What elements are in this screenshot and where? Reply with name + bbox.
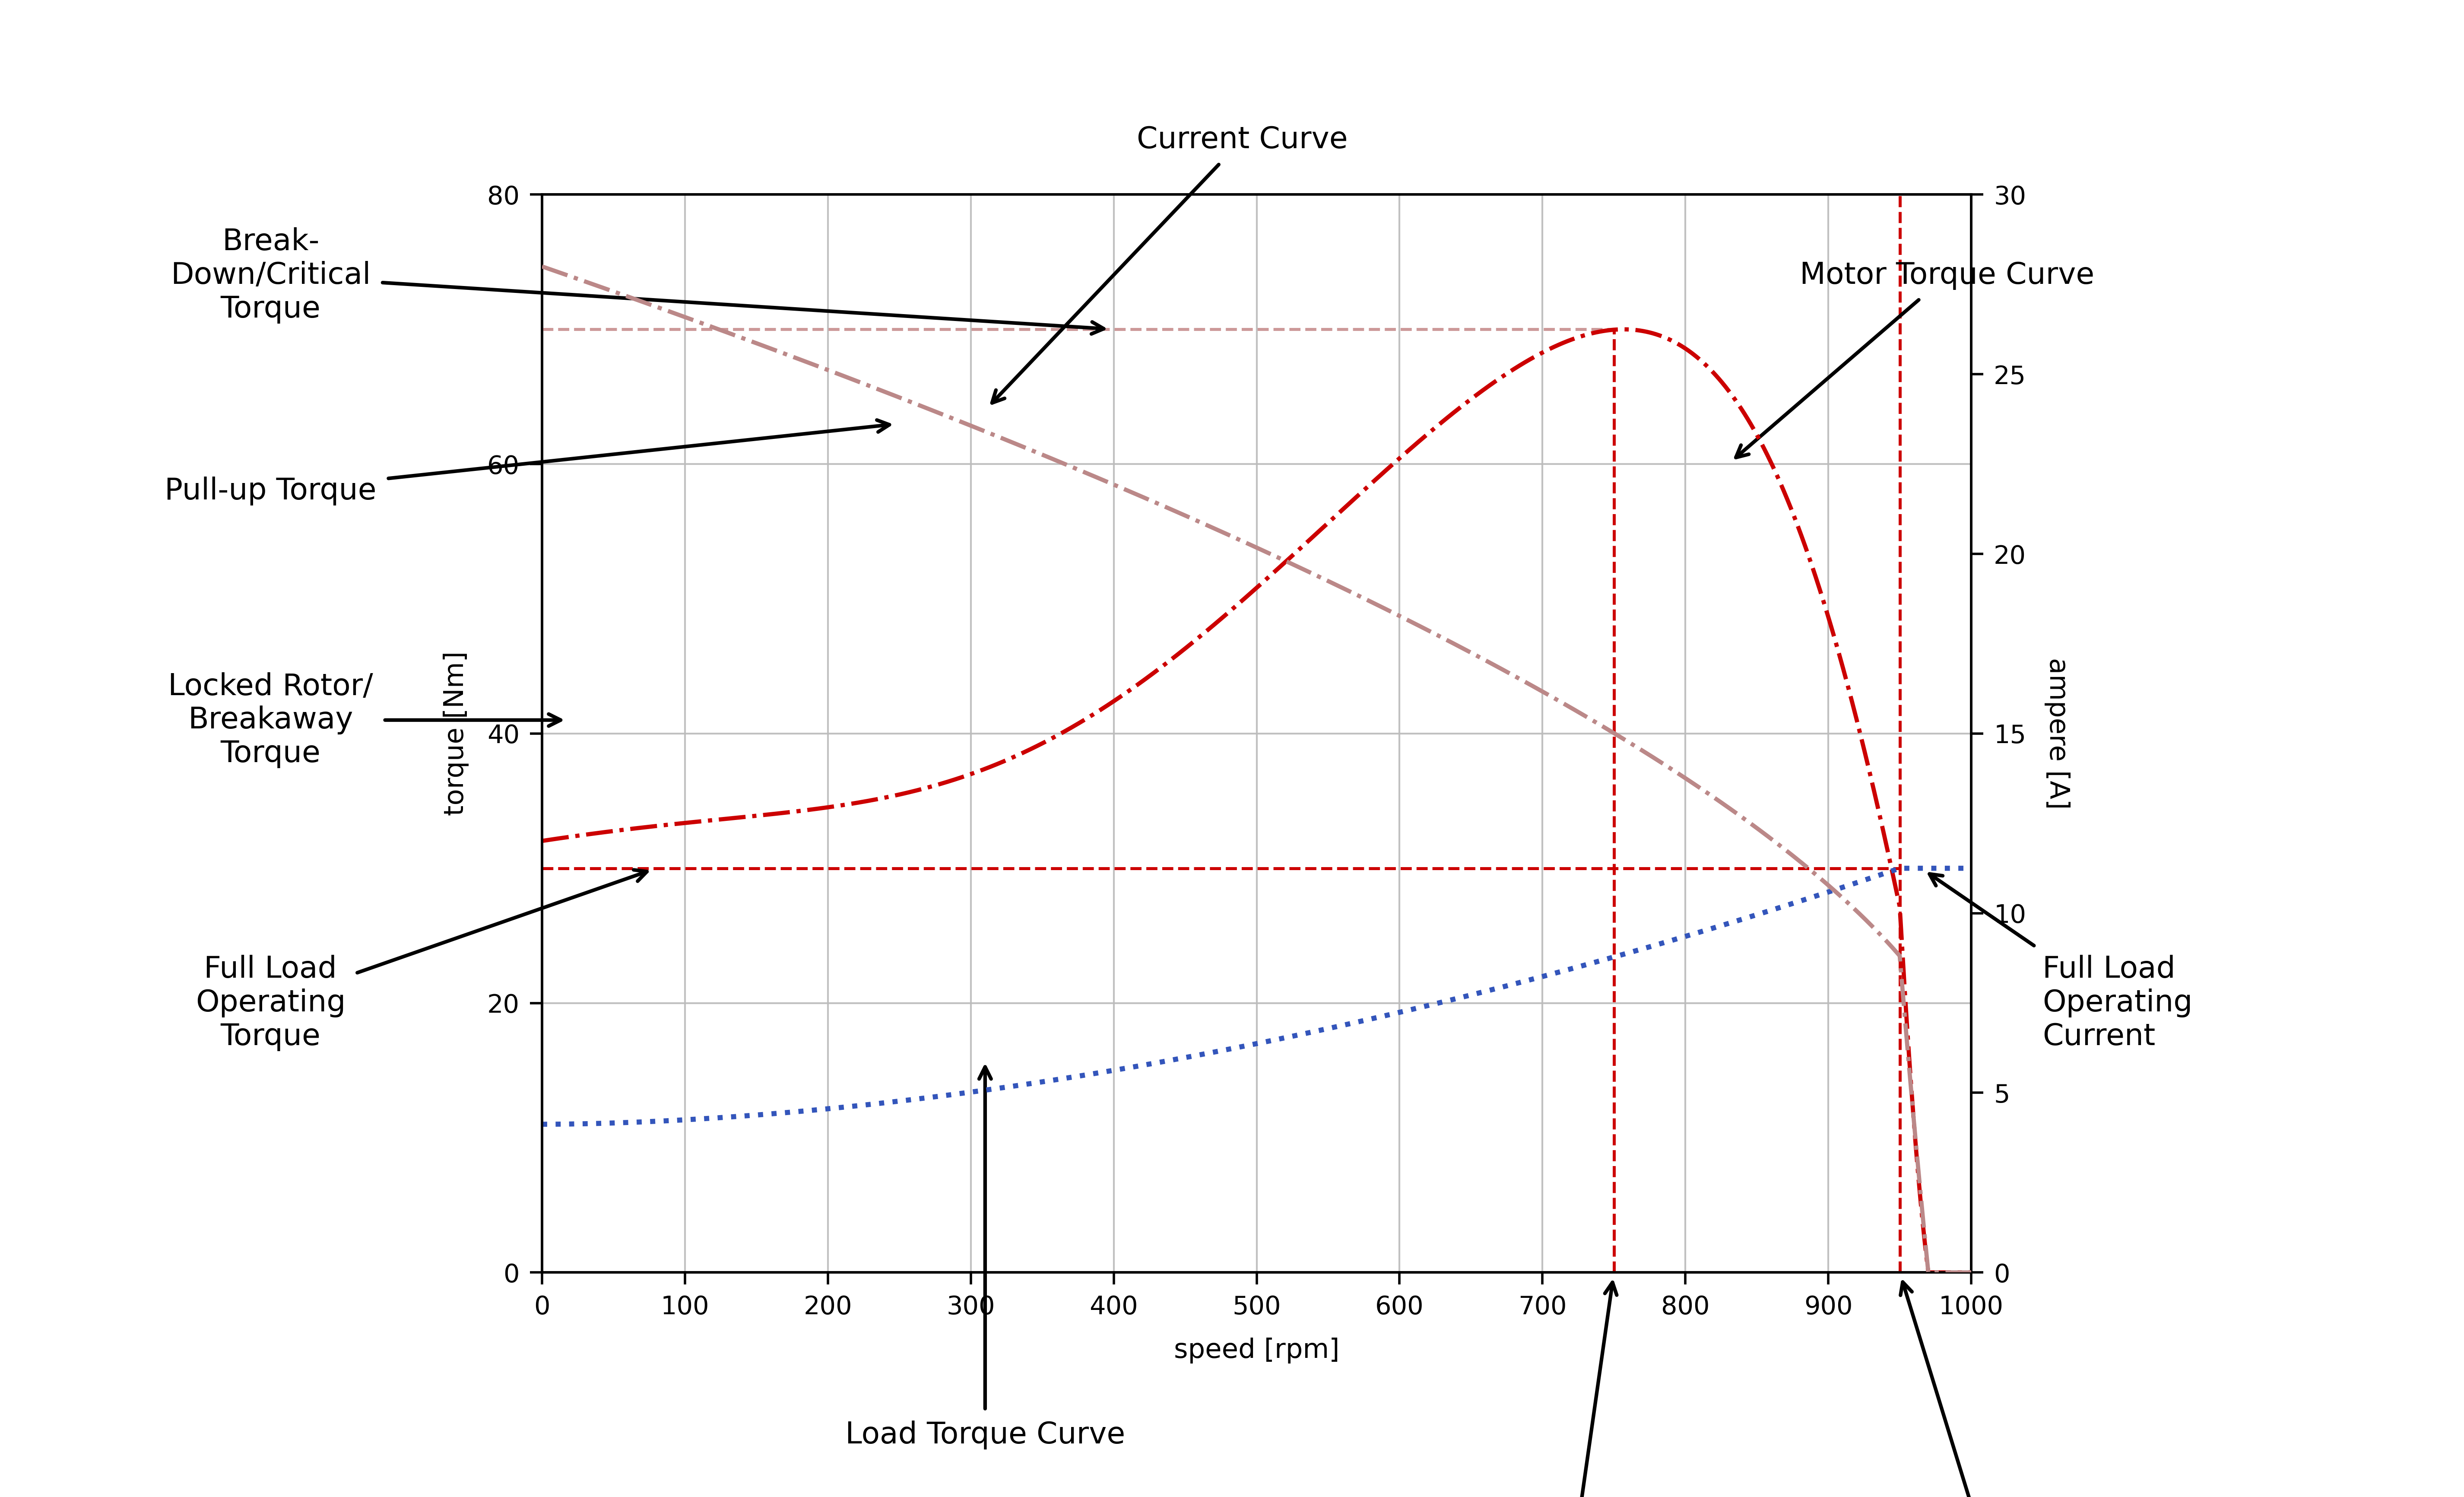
Text: Current Curve: Current Curve xyxy=(993,126,1348,403)
Text: Full Load
Operating
Torque: Full Load Operating Torque xyxy=(195,870,648,1051)
Text: Full Load
Operating
Current: Full Load Operating Current xyxy=(1929,874,2193,1051)
Text: Full Load
Operating
Speed/Slip: Full Load Operating Speed/Slip xyxy=(1900,1281,2094,1497)
Text: Motor Torque Curve: Motor Torque Curve xyxy=(1735,260,2094,458)
Text: Critical
Speed/Slip: Critical Speed/Slip xyxy=(1491,1283,1651,1497)
Y-axis label: ampere [A]: ampere [A] xyxy=(2045,657,2070,810)
Text: Break-
Down/Critical
Torque: Break- Down/Critical Torque xyxy=(170,228,1104,334)
Text: Pull-up Torque: Pull-up Torque xyxy=(165,421,890,506)
Text: Load Torque Curve: Load Torque Curve xyxy=(845,1067,1126,1449)
Text: Locked Rotor/
Breakaway
Torque: Locked Rotor/ Breakaway Torque xyxy=(168,672,562,768)
X-axis label: speed [rpm]: speed [rpm] xyxy=(1173,1338,1340,1364)
Y-axis label: torque [Nm]: torque [Nm] xyxy=(444,651,468,816)
